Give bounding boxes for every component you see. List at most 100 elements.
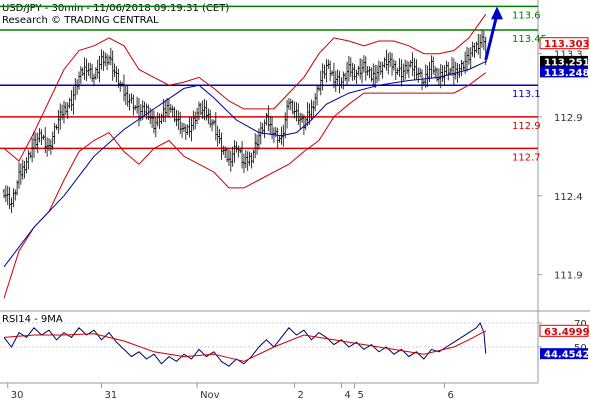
price-bar-134 — [253, 133, 257, 159]
price-bar-202 — [381, 61, 384, 79]
price-bar-93 — [177, 110, 180, 130]
price-bar-214 — [403, 59, 407, 80]
price-bar-71 — [135, 96, 139, 114]
price-bar-131 — [248, 151, 251, 166]
price-bar-14 — [29, 151, 32, 159]
price-bar-48 — [92, 73, 96, 86]
price-bar-84 — [160, 113, 163, 125]
price-bar-116 — [220, 132, 223, 160]
price-bar-209 — [394, 60, 397, 81]
price-bar-120 — [227, 149, 231, 166]
price-bar-79 — [150, 109, 154, 128]
rsi-lines — [3, 321, 487, 367]
time-tick-label-4: 4 — [344, 390, 350, 400]
price-bar-56 — [107, 55, 111, 66]
price-bar-190 — [358, 58, 362, 80]
price-bar-156 — [295, 102, 298, 122]
price-bar-49 — [94, 67, 98, 80]
price-bar-218 — [411, 52, 414, 76]
price-bar-38 — [74, 77, 77, 101]
price-bar-247 — [465, 46, 469, 72]
price-bar-257 — [484, 36, 487, 66]
rsi-panel: RSI14 - 9MA 7050 63.4999 44.4542 — [0, 311, 590, 383]
price-bar-193 — [364, 56, 367, 81]
price-bar-78 — [149, 107, 152, 124]
price-bar-121 — [229, 150, 233, 172]
price-bar-94 — [179, 111, 182, 135]
price-bar-69 — [132, 94, 135, 116]
time-tick-label-2: Nov — [200, 390, 220, 400]
price-bar-42 — [81, 67, 84, 77]
price-bar-157 — [297, 103, 300, 126]
price-bar-45 — [87, 62, 90, 76]
moving-average-line — [3, 61, 487, 268]
price-bar-146 — [276, 128, 279, 148]
price-bar-105 — [199, 102, 203, 116]
price-bar-191 — [360, 59, 364, 84]
price-bar-187 — [353, 64, 356, 81]
price-bar-35 — [68, 97, 71, 109]
level-label-0: 113.6 — [512, 10, 541, 21]
price-bar-64 — [122, 74, 126, 102]
chart-subtitle: Research © TRADING CENTRAL — [2, 15, 159, 26]
price-bar-244 — [460, 59, 463, 77]
price-bar-256 — [482, 30, 486, 51]
price-bar-160 — [302, 114, 306, 135]
price-axis: 113.3 112.9 112.4 111.9 — [538, 50, 583, 282]
price-bar-65 — [124, 84, 128, 105]
price-bar-216 — [407, 61, 411, 79]
price-bar-221 — [417, 67, 420, 83]
price-bar-176 — [332, 62, 336, 89]
price-bar-220 — [415, 59, 418, 80]
bollinger-lower — [3, 72, 487, 299]
price-bar-89 — [169, 104, 173, 113]
price-bar-20 — [40, 129, 43, 146]
price-bar-13 — [27, 150, 30, 170]
price-tick-label-2: 112.4 — [554, 192, 583, 203]
price-bar-19 — [38, 128, 41, 143]
bollinger-upper — [3, 13, 487, 162]
price-bar-143 — [270, 116, 274, 140]
price-bar-243 — [458, 63, 461, 78]
price-bar-127 — [240, 140, 244, 169]
price-bar-169 — [319, 70, 322, 96]
time-tick-label-5: 5 — [358, 390, 364, 400]
chart-title: USD/JPY - 30min - 11/06/2018 09:19:31 (C… — [2, 3, 229, 14]
rsi-axis: 7050 — [0, 319, 587, 354]
price-bars — [2, 29, 487, 213]
price-bar-237 — [447, 62, 450, 81]
price-bar-208 — [392, 59, 396, 71]
price-bar-57 — [109, 47, 113, 66]
price-bar-95 — [180, 122, 184, 138]
price-bar-248 — [467, 47, 471, 65]
price-bar-192 — [362, 55, 366, 73]
price-bar-54 — [104, 52, 107, 66]
price-bar-1 — [4, 185, 8, 202]
price-bar-188 — [355, 69, 358, 84]
price-bar-66 — [126, 85, 129, 107]
price-bar-172 — [325, 59, 328, 83]
price-bar-139 — [263, 119, 266, 139]
price-bar-98 — [186, 124, 189, 135]
price-bar-195 — [368, 66, 371, 79]
time-axis: 30 31 Nov 2 4 5 6 — [0, 382, 538, 400]
price-bar-80 — [152, 110, 156, 134]
price-bar-186 — [351, 62, 354, 81]
price-bar-129 — [244, 150, 248, 169]
price-bar-101 — [192, 110, 195, 131]
price-bar-81 — [154, 116, 158, 138]
price-bar-241 — [454, 61, 457, 80]
price-bar-122 — [231, 146, 234, 167]
price-bar-47 — [90, 64, 94, 83]
price-bar-124 — [235, 141, 238, 153]
price-bar-36 — [70, 90, 73, 111]
price-bar-179 — [338, 70, 341, 94]
price-bar-8 — [17, 162, 21, 189]
price-bar-213 — [402, 63, 405, 82]
price-box-label-0: 113.303 — [544, 39, 590, 50]
price-bar-158 — [298, 113, 302, 129]
price-bar-204 — [385, 49, 388, 71]
price-bar-181 — [342, 71, 345, 90]
price-bar-23 — [45, 137, 49, 157]
